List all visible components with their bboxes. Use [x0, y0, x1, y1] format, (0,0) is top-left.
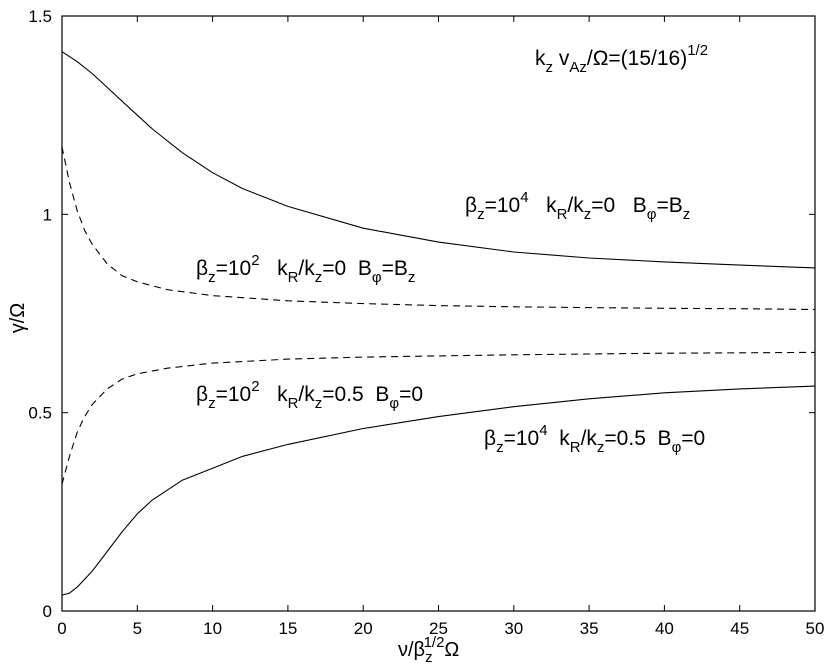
x-tick-label: 10	[203, 619, 222, 638]
y-tick-label: 0.5	[28, 404, 52, 423]
x-tick-label: 45	[730, 619, 749, 638]
annotation-curve-4: βz=104 kR/kz=0.5 Bφ=0	[484, 422, 705, 456]
x-tick-label: 0	[57, 619, 66, 638]
x-tick-label: 40	[655, 619, 674, 638]
x-axis-title: ν/βz1/2Ω	[398, 634, 459, 666]
x-tick-label: 35	[580, 619, 599, 638]
series-line-2-dashed	[61, 146, 816, 311]
y-axis-title: γ/Ω	[7, 303, 29, 334]
x-tick-label: 15	[278, 619, 297, 638]
y-tick-label: 1.5	[28, 7, 52, 26]
x-tick-label: 25	[429, 619, 448, 638]
series-line-3-dashed	[61, 351, 816, 485]
annotation-curve-3: βz=102 kR/kz=0.5 Bφ=0	[196, 378, 423, 412]
curves-layer	[61, 51, 816, 596]
annotation-curve-1: βz=104 kR/kz=0 Bφ=Bz	[465, 189, 690, 223]
x-tick-label: 20	[354, 619, 373, 638]
ticks-layer: 0 5 10 15 20 25 30 35 40 45 50 0 0.5 1 1.5	[28, 7, 824, 638]
y-tick-label: 1	[43, 205, 52, 224]
x-tick-label: 5	[133, 619, 142, 638]
plot-frame	[61, 15, 816, 612]
series-line-1-solid	[61, 51, 816, 269]
x-tick-label: 30	[504, 619, 523, 638]
annotation-top-param: kz vAz/Ω=(15/16)1/2	[535, 42, 708, 76]
annotation-curve-2: βz=102 kR/kz=0 Bφ=Bz	[196, 252, 415, 286]
x-tick-label: 50	[806, 619, 825, 638]
series-line-4-solid	[61, 385, 816, 596]
y-tick-label: 0	[43, 602, 52, 621]
